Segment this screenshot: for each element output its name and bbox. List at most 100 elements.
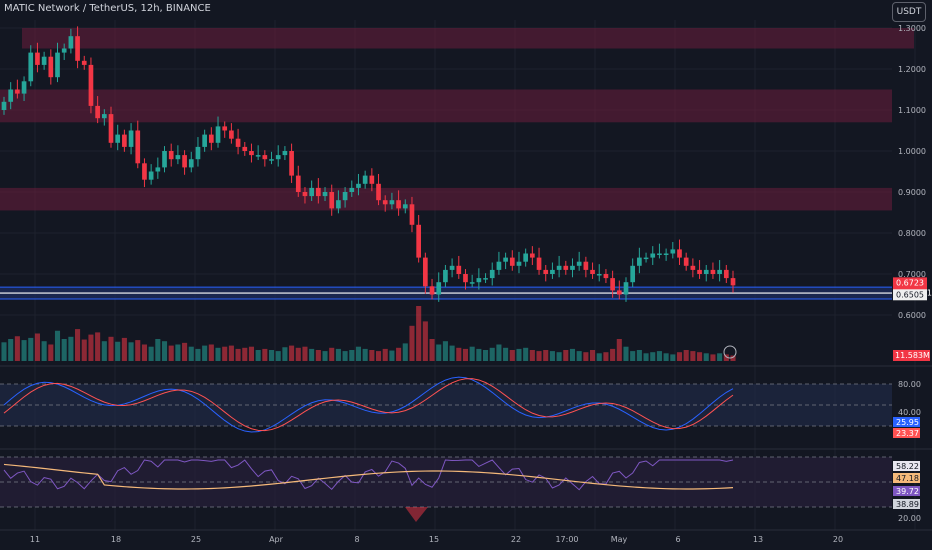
volume-bar	[636, 350, 642, 361]
volume-bar	[362, 348, 368, 361]
volume-bar	[115, 341, 121, 361]
candle-body	[443, 269, 448, 283]
x-tick-label: 22	[511, 535, 521, 544]
volume-bar	[730, 355, 736, 361]
volume-bar	[643, 353, 649, 361]
volume-bar	[402, 343, 408, 361]
candle-body	[55, 52, 60, 78]
x-tick-label: May	[611, 535, 628, 544]
candle-body	[570, 265, 575, 270]
rsi-value-label: 47.18	[896, 474, 919, 483]
x-tick-label: 13	[753, 535, 763, 544]
volume-bar	[14, 336, 20, 361]
x-tick-label: 20	[833, 535, 843, 544]
candle-body	[148, 171, 154, 180]
candle-body	[168, 151, 174, 160]
candle-body	[249, 151, 254, 156]
candle-body	[75, 36, 80, 61]
candle-body	[449, 265, 455, 270]
volume-bar	[656, 351, 662, 361]
candle-body	[516, 261, 522, 266]
volume-bar	[222, 346, 228, 361]
candle-body	[730, 278, 736, 286]
volume-bar	[509, 350, 515, 361]
candle-body	[95, 105, 100, 119]
volume-bar	[141, 344, 147, 361]
candle-body	[402, 204, 408, 209]
candle-body	[690, 265, 696, 270]
candle-body	[496, 261, 502, 270]
candle-body	[349, 187, 355, 192]
currency-button[interactable]: USDT	[892, 2, 926, 22]
volume-bar	[1, 342, 7, 361]
x-tick-label: 11	[30, 535, 40, 544]
volume-bar	[175, 344, 181, 361]
volume-bar	[342, 351, 348, 361]
candle-body	[41, 56, 47, 65]
volume-bar	[616, 339, 622, 361]
volume-tag	[893, 350, 930, 361]
volume-bar	[630, 351, 636, 361]
volume-bar	[101, 341, 107, 361]
volume-bar	[476, 348, 482, 361]
volume-bar	[583, 352, 589, 361]
volume-bar	[503, 347, 509, 361]
stoch-d-value: 23.37	[896, 429, 919, 438]
volume-bar	[442, 341, 448, 361]
candle-body	[309, 187, 314, 197]
y-tick-label: 1.1000	[898, 106, 926, 115]
volume-bar	[262, 348, 268, 361]
candle-body	[135, 130, 141, 164]
candle-body	[269, 159, 274, 161]
candle-body	[489, 269, 495, 279]
candle-body	[315, 187, 321, 197]
volume-bar	[603, 352, 609, 361]
candle-body	[389, 200, 395, 205]
candle-body	[550, 269, 555, 274]
rsi-value-label: 39.72	[896, 487, 919, 496]
rsi-value-tag	[893, 461, 920, 471]
volume-bar	[148, 346, 154, 361]
candle-body	[275, 155, 281, 160]
volume-bar	[242, 347, 248, 361]
volume-bar	[683, 350, 689, 361]
volume-bar	[75, 329, 81, 361]
volume-bar	[375, 351, 382, 361]
volume-label: 11.583M	[895, 351, 930, 360]
volume-bar	[516, 348, 522, 361]
volume-bar	[529, 350, 535, 361]
rsi-oversold-fill	[405, 507, 428, 522]
x-tick-label: 6	[675, 535, 680, 544]
candle-body	[637, 257, 642, 266]
volume-bar	[717, 353, 723, 361]
candle-body	[710, 269, 716, 274]
candle-body	[195, 146, 201, 160]
volume-bar	[309, 348, 315, 361]
candle-body	[530, 253, 535, 258]
volume-bar	[34, 333, 40, 361]
volume-bar	[202, 345, 208, 361]
candle-body	[409, 204, 415, 225]
volume-bar	[188, 346, 194, 361]
volume-bar	[569, 348, 576, 361]
candle-body	[342, 192, 348, 201]
resistance-zone	[0, 187, 892, 211]
current-price-label: 0.6723	[896, 278, 924, 287]
volume-bar	[168, 345, 174, 361]
x-tick-label: 15	[429, 535, 439, 544]
volume-bar	[295, 347, 301, 361]
volume-bar	[429, 339, 435, 361]
candle-body	[329, 192, 335, 209]
volume-bar	[482, 350, 489, 361]
volume-bar	[155, 339, 161, 361]
candle-body	[683, 257, 689, 266]
volume-bar	[289, 345, 295, 361]
volume-bar	[235, 348, 241, 361]
volume-bar	[596, 353, 602, 361]
candle-body	[68, 36, 74, 49]
candle-body	[128, 130, 134, 147]
rsi-value-label: 38.89	[896, 500, 919, 509]
volume-bar	[469, 346, 475, 361]
volume-bar	[703, 353, 709, 361]
